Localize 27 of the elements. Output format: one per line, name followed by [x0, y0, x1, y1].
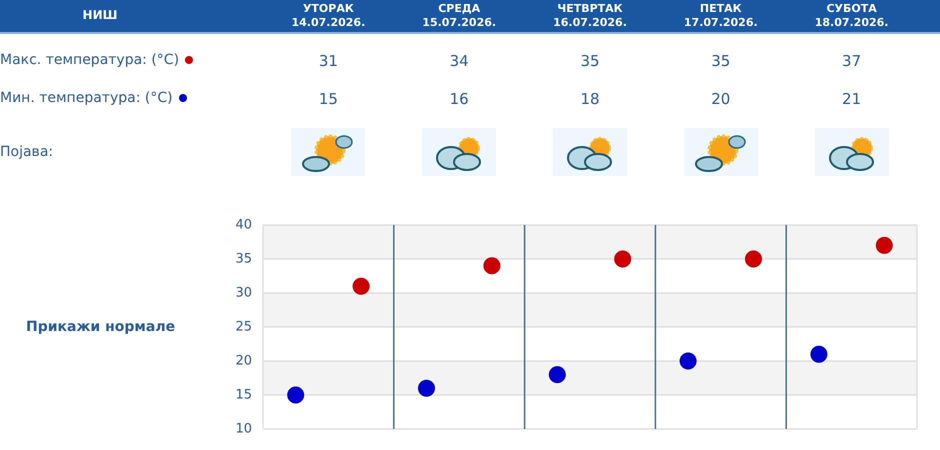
data-label: 21 [841, 90, 862, 108]
y-tick-label: 40 [235, 217, 252, 232]
y-tick-label: 30 [235, 285, 252, 300]
y-tick-label: 25 [235, 319, 252, 334]
y-tick-label: 10 [235, 421, 252, 436]
y-tick-label: 15 [235, 387, 252, 402]
text: СРЕДА 15.07.2026. [421, 2, 498, 30]
text: ЧЕТВРТАК 16.07.2026. [552, 2, 628, 30]
data-label: 15 [318, 90, 339, 108]
text: НИШ [82, 8, 118, 22]
data-label: 37 [841, 52, 862, 70]
y-tick-label: 20 [235, 353, 252, 368]
data-label: 20 [710, 90, 732, 108]
legend-label: Макс. температура: (°C) [0, 52, 180, 68]
text: Појава: [0, 144, 54, 160]
legend-label: Мин. температура: (°C) [0, 90, 173, 106]
text: СУБОТА 18.07.2026. [814, 2, 890, 30]
data-label: 35 [710, 52, 732, 70]
data-label: 31 [318, 52, 339, 70]
y-tick-label: 35 [235, 251, 252, 266]
data-label: 35 [579, 52, 601, 70]
data-label: 18 [579, 90, 601, 108]
data-label: 16 [448, 90, 470, 108]
text: УТОРАК 14.07.2026. [290, 2, 366, 30]
text: ПЕТАК 17.07.2026. [682, 2, 759, 30]
text: Прикажи нормале [26, 319, 176, 335]
data-label: 34 [448, 52, 470, 70]
